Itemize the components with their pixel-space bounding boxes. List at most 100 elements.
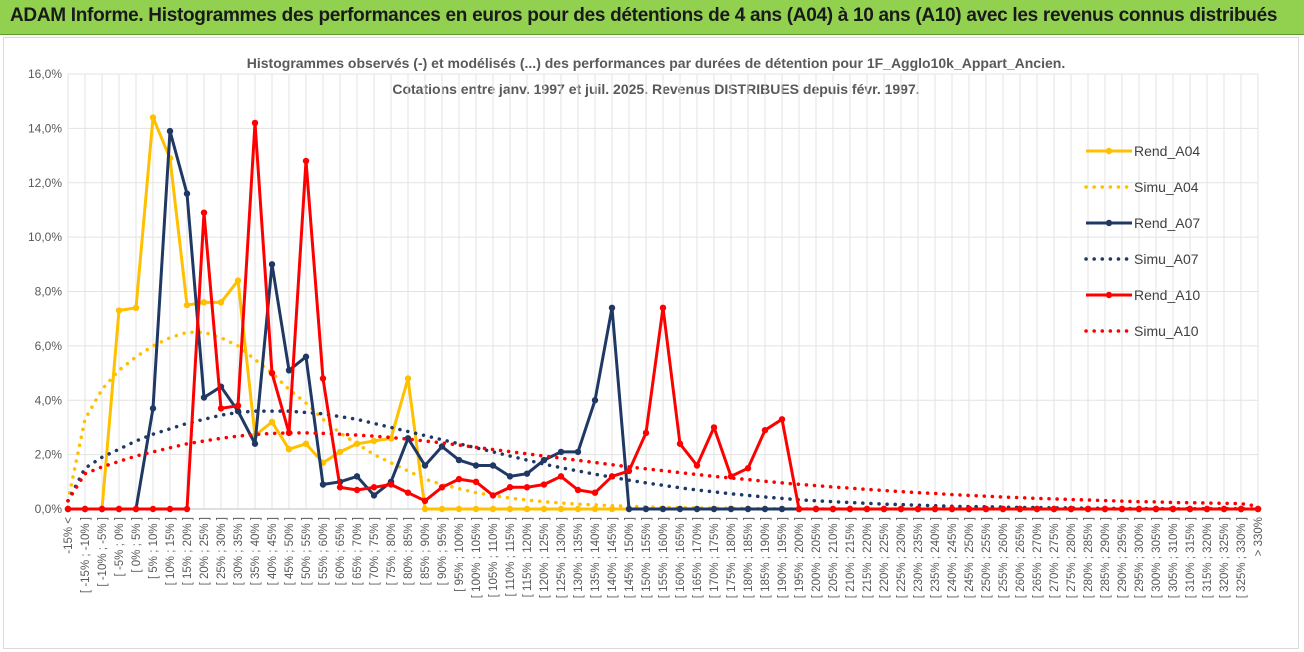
data-point-rend-a04 bbox=[455, 505, 463, 513]
data-point-rend-a10 bbox=[302, 157, 310, 165]
data-point-rend-a07 bbox=[183, 190, 191, 197]
x-tick-label: [ 200% ; 205% ] bbox=[811, 517, 823, 598]
x-tick-label: [ 235% ; 240% ] bbox=[930, 517, 942, 598]
x-tick-label: [ 145% ; 150% ] bbox=[624, 517, 636, 598]
data-point-rend-a10 bbox=[1118, 505, 1126, 513]
data-point-rend-a07 bbox=[659, 505, 667, 513]
data-point-rend-a07 bbox=[455, 456, 463, 464]
data-point-rend-a07 bbox=[285, 367, 293, 374]
data-point-rend-a04 bbox=[183, 301, 191, 309]
data-point-rend-a10 bbox=[676, 440, 684, 447]
data-point-rend-a10 bbox=[183, 505, 191, 513]
x-tick-label: [ 245% ; 250% ] bbox=[964, 517, 976, 598]
data-point-rend-a07 bbox=[506, 473, 514, 480]
data-point-rend-a07 bbox=[693, 505, 701, 513]
data-point-rend-a10 bbox=[625, 467, 633, 475]
data-point-rend-a10 bbox=[234, 402, 242, 409]
data-point-rend-a10 bbox=[965, 505, 973, 513]
data-point-rend-a10 bbox=[1050, 505, 1058, 513]
data-point-rend-a07 bbox=[268, 261, 276, 268]
data-point-rend-a10 bbox=[149, 505, 157, 513]
data-point-rend-a04 bbox=[302, 440, 310, 447]
x-tick-label: [ -5% ; 0% ] bbox=[114, 517, 126, 576]
x-tick-label: [ 175% ; 180% ] bbox=[726, 517, 738, 598]
x-tick-label: [ 90% ; 95% ] bbox=[437, 517, 449, 585]
x-tick-label: -15% < bbox=[63, 517, 75, 554]
y-tick-label: 10,0% bbox=[28, 230, 62, 244]
x-tick-label: [ -10% ; -5% ] bbox=[97, 517, 109, 587]
x-tick-label: [ 20% ; 25% ] bbox=[199, 517, 211, 585]
data-point-rend-a10 bbox=[506, 484, 514, 491]
x-tick-label: [ 275% ; 280% ] bbox=[1066, 517, 1078, 598]
data-point-rend-a04 bbox=[149, 114, 157, 121]
data-point-rend-a10 bbox=[1186, 505, 1194, 513]
data-point-rend-a10 bbox=[353, 486, 361, 494]
data-point-rend-a10 bbox=[387, 481, 395, 488]
y-tick-label: 14,0% bbox=[28, 121, 62, 135]
y-tick-label: 0,0% bbox=[35, 502, 63, 516]
gridlines bbox=[67, 73, 1259, 510]
data-point-rend-a07 bbox=[591, 397, 599, 404]
x-tick-label: [ 15% ; 20% ] bbox=[182, 517, 194, 585]
x-tick-label: [ 305% ; 310% ] bbox=[1168, 517, 1180, 598]
data-point-rend-a04 bbox=[472, 505, 480, 513]
x-tick-label: [ 280% ; 285% ] bbox=[1083, 517, 1095, 598]
legend-label: Simu_A07 bbox=[1134, 251, 1199, 267]
data-point-rend-a07 bbox=[472, 462, 480, 469]
data-point-rend-a07 bbox=[676, 505, 684, 513]
x-tick-label: [ 40% ; 45% ] bbox=[267, 517, 279, 585]
x-tick-label: [ 110% ; 115% ] bbox=[505, 517, 517, 596]
data-point-rend-a10 bbox=[574, 486, 582, 494]
data-point-rend-a10 bbox=[336, 484, 344, 491]
data-point-rend-a10 bbox=[251, 119, 259, 127]
data-point-rend-a04 bbox=[438, 505, 446, 513]
data-point-rend-a10 bbox=[166, 505, 174, 513]
data-point-rend-a10 bbox=[404, 489, 412, 496]
data-point-rend-a10 bbox=[81, 505, 89, 513]
x-tick-label: [ 35% ; 40% ] bbox=[250, 517, 262, 585]
legend: Rend_A04 Simu_A04 Rend_A07 Simu_A07 Rend_A10… bbox=[1084, 143, 1200, 339]
data-point-rend-a10 bbox=[455, 475, 463, 483]
x-tick-label: [ 105% ; 110% ] bbox=[488, 517, 500, 597]
data-point-rend-a04 bbox=[336, 448, 344, 456]
data-point-rend-a10 bbox=[1067, 505, 1075, 513]
data-point-rend-a10 bbox=[64, 505, 72, 513]
legend-marker bbox=[1105, 291, 1113, 299]
data-point-rend-a04 bbox=[540, 505, 548, 513]
data-point-rend-a04 bbox=[557, 505, 565, 513]
x-tick-label: [ 190% ; 195% ] bbox=[777, 517, 789, 598]
data-point-rend-a10 bbox=[1203, 505, 1211, 513]
y-tick-label: 6,0% bbox=[35, 339, 63, 353]
data-point-rend-a10 bbox=[897, 505, 905, 513]
x-tick-label: [ 170% ; 175% ] bbox=[709, 517, 721, 598]
x-tick-label: [ 295% ; 300% ] bbox=[1134, 517, 1146, 598]
x-tick-label: [ 25% ; 30% ] bbox=[216, 517, 228, 585]
legend-item-rend-a10: Rend_A10 bbox=[1086, 287, 1200, 303]
data-point-rend-a10 bbox=[268, 369, 276, 377]
data-point-rend-a10 bbox=[370, 484, 378, 491]
data-point-rend-a04 bbox=[370, 437, 378, 445]
x-tick-label: > 330% bbox=[1253, 517, 1265, 556]
data-point-rend-a10 bbox=[608, 473, 616, 480]
data-point-rend-a10 bbox=[1220, 505, 1228, 513]
x-tick-label: [ 100% ; 105% ] bbox=[471, 517, 483, 598]
x-tick-label: [ 130% ; 135% ] bbox=[573, 517, 585, 598]
data-point-rend-a10 bbox=[744, 465, 752, 472]
data-point-rend-a07 bbox=[166, 127, 174, 135]
y-tick-label: 8,0% bbox=[35, 285, 63, 299]
x-tick-label: [ 50% ; 55% ] bbox=[301, 517, 313, 585]
data-point-rend-a10 bbox=[1135, 505, 1143, 513]
x-tick-label: [ 160% ; 165% ] bbox=[675, 517, 687, 598]
data-point-rend-a10 bbox=[795, 505, 803, 513]
y-tick-label: 4,0% bbox=[35, 393, 63, 407]
x-tick-label: [ 205% ; 210% ] bbox=[828, 517, 840, 598]
data-point-rend-a10 bbox=[778, 416, 786, 423]
y-axis: 0,0% 2,0% 4,0% 6,0% 8,0% 10,0% 12,0% 14,0% 16,0% bbox=[28, 67, 62, 516]
x-tick-label: [ 290% ; 295% ] bbox=[1117, 517, 1129, 598]
data-point-rend-a07 bbox=[421, 462, 429, 469]
data-point-rend-a10 bbox=[659, 304, 667, 312]
chart-frame: Histogrammes observés (-) et modélisés (… bbox=[3, 37, 1299, 649]
legend-item-rend-a04: Rend_A04 bbox=[1086, 143, 1200, 159]
x-tick-label: [ 80% ; 85% ] bbox=[403, 517, 415, 585]
y-tick-label: 2,0% bbox=[35, 448, 63, 462]
